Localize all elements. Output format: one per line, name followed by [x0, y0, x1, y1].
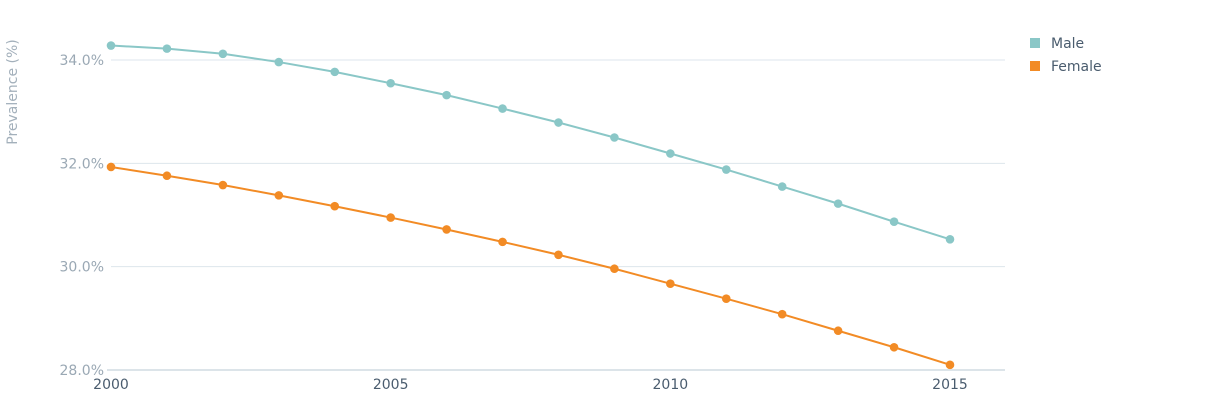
series-line-male — [110, 44, 951, 241]
data-point-male[interactable] — [218, 49, 228, 59]
data-point-male[interactable] — [610, 133, 619, 142]
legend-label-male[interactable]: Male — [1051, 36, 1084, 52]
y-axis: 28.0% 30.0% 32.0% 34.0% — [60, 53, 104, 379]
data-point-male[interactable] — [498, 104, 507, 113]
y-tick-label: 30.0% — [60, 260, 104, 276]
data-point-male[interactable] — [889, 217, 899, 227]
data-point-female[interactable] — [106, 162, 116, 172]
data-point-female[interactable] — [386, 213, 395, 222]
data-point-female[interactable] — [554, 250, 563, 260]
legend-label-female[interactable]: Female — [1051, 59, 1102, 75]
data-point-male[interactable] — [386, 78, 395, 88]
data-point-male[interactable] — [162, 44, 172, 53]
data-point-male[interactable] — [330, 67, 340, 77]
data-point-female[interactable] — [721, 294, 731, 304]
series-lines — [110, 44, 951, 366]
x-tick-label: 2010 — [653, 377, 689, 393]
y-tick-label: 28.0% — [60, 363, 104, 379]
data-point-female[interactable] — [498, 237, 507, 247]
x-tick-label: 2005 — [373, 377, 409, 393]
y-tick-label: 32.0% — [60, 156, 104, 172]
data-point-female[interactable] — [945, 360, 955, 370]
x-axis: 2000 2005 2010 2015 — [93, 377, 968, 393]
legend: Male Female — [1030, 36, 1102, 75]
data-point-female[interactable] — [889, 342, 899, 352]
y-axis-title: Prevalence (%) — [5, 39, 21, 145]
data-point-male[interactable] — [106, 41, 116, 50]
data-point-female[interactable] — [666, 279, 675, 289]
data-point-male[interactable] — [833, 199, 843, 208]
data-point-female[interactable] — [610, 264, 619, 274]
x-tick-label: 2015 — [932, 377, 968, 393]
series-line-female — [110, 165, 951, 366]
data-point-male[interactable] — [777, 182, 787, 191]
series-points — [106, 41, 955, 370]
legend-swatch-male — [1030, 38, 1040, 48]
data-point-female[interactable] — [442, 225, 451, 234]
data-point-female[interactable] — [777, 309, 787, 319]
data-point-male[interactable] — [666, 149, 675, 158]
data-point-male[interactable] — [721, 165, 731, 174]
data-point-female[interactable] — [218, 180, 228, 190]
data-point-female[interactable] — [274, 191, 284, 200]
data-point-male[interactable] — [442, 90, 451, 100]
data-point-female[interactable] — [833, 326, 843, 336]
legend-swatch-female — [1030, 61, 1040, 71]
y-tick-label: 34.0% — [60, 53, 104, 69]
data-point-male[interactable] — [945, 234, 955, 244]
data-point-male[interactable] — [554, 118, 563, 127]
x-tick-label: 2000 — [93, 377, 129, 393]
data-point-male[interactable] — [274, 57, 284, 67]
data-point-female[interactable] — [162, 171, 172, 181]
data-point-female[interactable] — [330, 201, 340, 211]
